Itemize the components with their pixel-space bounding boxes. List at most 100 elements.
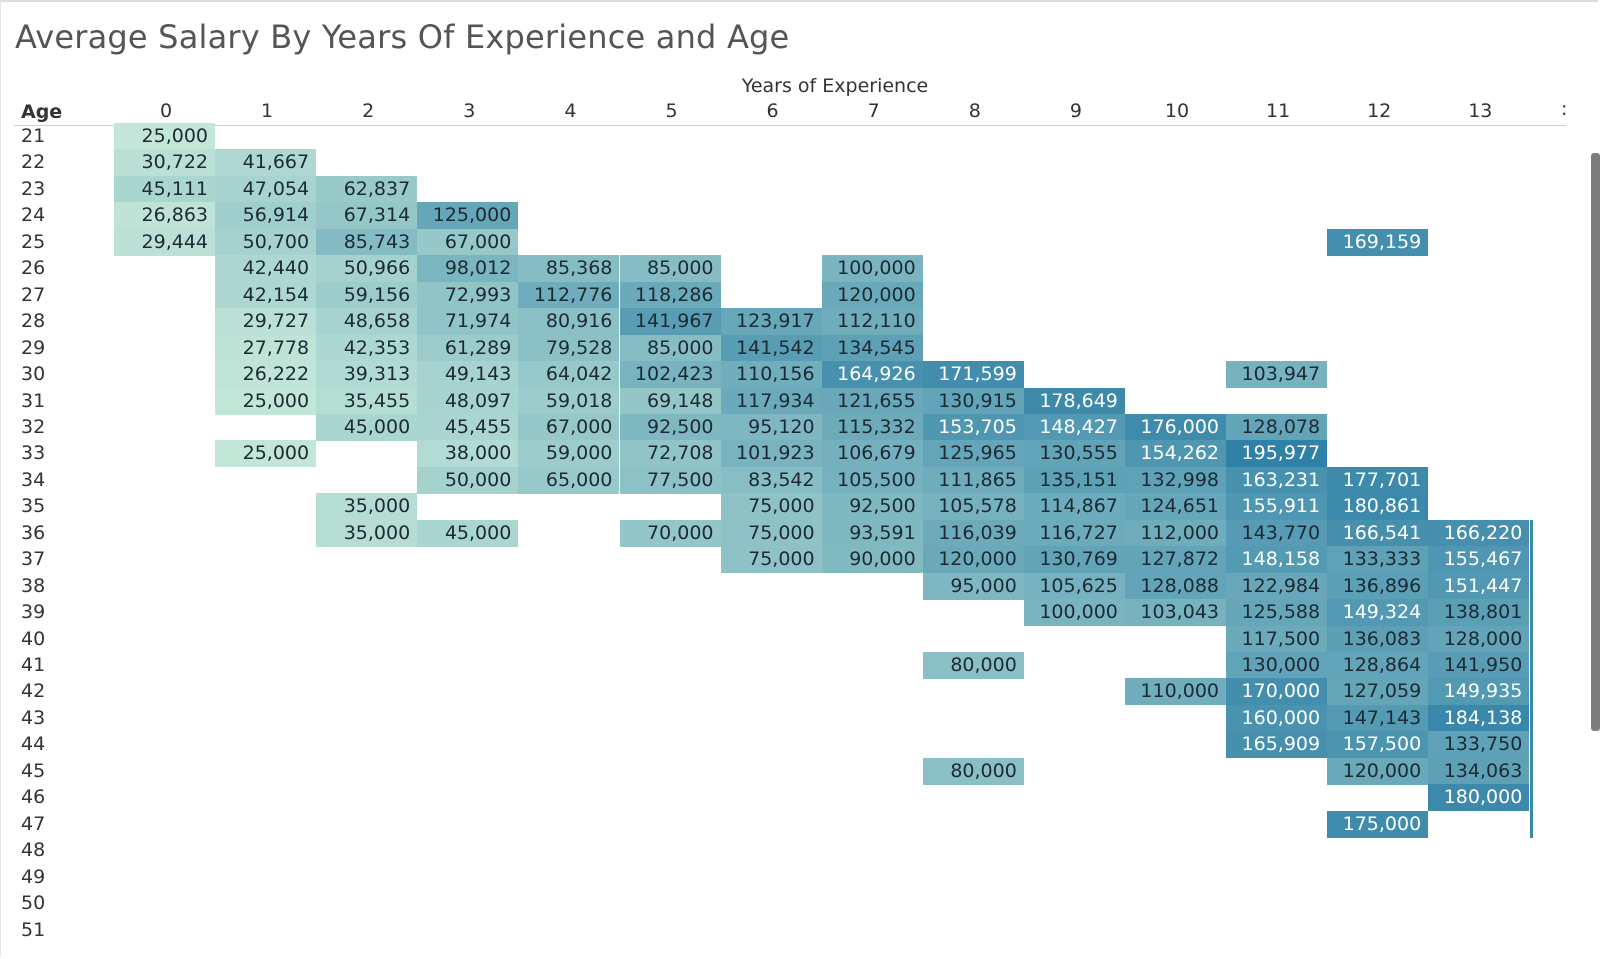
heatmap-cell[interactable]: 148,158 xyxy=(1226,546,1328,574)
heatmap-cell[interactable]: 154,262 xyxy=(1125,440,1226,468)
heatmap-cell[interactable]: 164,926 xyxy=(821,361,923,389)
heatmap-cell[interactable]: 177,701 xyxy=(1327,466,1429,494)
heatmap-cell[interactable]: 85,743 xyxy=(316,228,418,256)
heatmap-cell[interactable]: 95,120 xyxy=(720,413,822,441)
heatmap-cell[interactable]: 93,591 xyxy=(821,519,923,547)
heatmap-cell[interactable]: 80,000 xyxy=(922,757,1024,785)
heatmap-cell[interactable]: 48,658 xyxy=(316,308,418,336)
heatmap-cell[interactable]: 64,042 xyxy=(518,361,620,389)
heatmap-cell[interactable]: 26,222 xyxy=(215,361,317,389)
heatmap-cell[interactable]: 143,770 xyxy=(1226,519,1328,547)
heatmap-cell[interactable]: 50,966 xyxy=(316,255,418,283)
heatmap-cell[interactable]: 118,286 xyxy=(619,281,721,309)
heatmap-cell[interactable]: 42,154 xyxy=(215,281,317,309)
heatmap-cell[interactable]: 128,088 xyxy=(1125,572,1226,600)
heatmap-cell[interactable]: 175,000 xyxy=(1327,810,1429,838)
heatmap-cell[interactable]: 59,000 xyxy=(518,440,620,468)
heatmap-cell[interactable]: 85,368 xyxy=(518,255,620,283)
heatmap-cell[interactable]: 77,500 xyxy=(619,466,721,494)
heatmap-cell[interactable]: 166,220 xyxy=(1428,519,1530,547)
heatmap-cell[interactable]: 45,455 xyxy=(417,413,519,441)
heatmap-cell[interactable]: 75,000 xyxy=(720,493,822,521)
heatmap-cell[interactable]: 166,541 xyxy=(1327,519,1429,547)
heatmap-cell[interactable]: 71,974 xyxy=(417,308,519,336)
heatmap-cell[interactable]: 117,500 xyxy=(1226,625,1328,653)
heatmap-cell[interactable]: 141,967 xyxy=(619,308,721,336)
heatmap-cell[interactable]: 103,947 xyxy=(1226,361,1328,389)
heatmap-cell[interactable]: 110,000 xyxy=(1125,678,1226,706)
heatmap-cell[interactable]: 67,314 xyxy=(316,202,418,230)
heatmap-cell[interactable]: 136,896 xyxy=(1327,572,1429,600)
heatmap-cell[interactable]: 59,018 xyxy=(518,387,620,415)
heatmap-cell[interactable]: 130,915 xyxy=(922,387,1024,415)
heatmap-cell[interactable]: 75,000 xyxy=(720,519,822,547)
heatmap-cell[interactable]: 72,993 xyxy=(417,281,519,309)
heatmap-cell[interactable]: 48,097 xyxy=(417,387,519,415)
heatmap-cell[interactable]: 178,649 xyxy=(1023,387,1125,415)
heatmap-cell[interactable]: 29,444 xyxy=(114,228,215,256)
heatmap-cell[interactable]: 85,000 xyxy=(619,255,721,283)
heatmap-cell[interactable]: 39,313 xyxy=(316,361,418,389)
heatmap-cell[interactable]: 111,865 xyxy=(922,466,1024,494)
heatmap-cell[interactable]: 67,000 xyxy=(417,228,519,256)
heatmap-cell[interactable]: 95,000 xyxy=(922,572,1024,600)
heatmap-cell[interactable]: 125,000 xyxy=(417,202,519,230)
heatmap-cell[interactable]: 149,324 xyxy=(1327,599,1429,627)
heatmap-cell[interactable]: 128,864 xyxy=(1327,652,1429,679)
heatmap-cell[interactable]: 45,111 xyxy=(114,175,215,203)
heatmap-cell[interactable]: 29,727 xyxy=(215,308,317,336)
heatmap-cell[interactable]: 123,917 xyxy=(720,308,822,336)
heatmap-cell[interactable]: 171,599 xyxy=(922,361,1024,389)
heatmap-cell[interactable]: 155,467 xyxy=(1428,546,1530,574)
heatmap-cell[interactable]: 80,916 xyxy=(518,308,620,336)
heatmap-cell[interactable]: 122,984 xyxy=(1226,572,1328,600)
heatmap-cell[interactable]: 184,138 xyxy=(1428,704,1530,732)
heatmap-cell[interactable]: 25,000 xyxy=(215,387,317,415)
heatmap-cell[interactable]: 121,655 xyxy=(821,387,923,415)
heatmap-cell[interactable]: 59,156 xyxy=(316,281,418,309)
heatmap-cell[interactable]: 120,000 xyxy=(1327,757,1429,785)
heatmap-cell[interactable]: 160,000 xyxy=(1226,704,1328,732)
heatmap-cell[interactable]: 130,769 xyxy=(1023,546,1125,574)
heatmap-cell[interactable]: 27,778 xyxy=(215,334,317,362)
heatmap-cell[interactable]: 45,000 xyxy=(417,519,519,547)
heatmap-cell[interactable]: 35,000 xyxy=(316,493,418,521)
heatmap-cell[interactable]: 98,012 xyxy=(417,255,519,283)
heatmap-cell[interactable]: 155,911 xyxy=(1226,493,1328,521)
heatmap-cell[interactable]: 72,708 xyxy=(619,440,721,468)
heatmap-cell[interactable]: 128,000 xyxy=(1428,625,1530,653)
heatmap-cell[interactable]: 133,333 xyxy=(1327,546,1429,574)
heatmap-cell[interactable]: 165,909 xyxy=(1226,731,1328,759)
scrollbar-thumb[interactable] xyxy=(1591,153,1600,731)
heatmap-cell[interactable]: 103,043 xyxy=(1125,599,1226,627)
heatmap-cell[interactable]: 100,000 xyxy=(1023,599,1125,627)
heatmap-cell[interactable]: 50,000 xyxy=(417,466,519,494)
heatmap-cell[interactable]: 127,872 xyxy=(1125,546,1226,574)
heatmap-cell[interactable]: 147,143 xyxy=(1327,704,1429,732)
heatmap-cell[interactable]: 138,801 xyxy=(1428,599,1530,627)
heatmap-cell[interactable]: 41,667 xyxy=(215,149,317,177)
heatmap-cell[interactable]: 105,625 xyxy=(1023,572,1125,600)
heatmap-cell[interactable]: 90,000 xyxy=(821,546,923,574)
heatmap-cell[interactable]: 30,722 xyxy=(114,149,215,177)
heatmap-cell[interactable]: 153,705 xyxy=(922,413,1024,441)
heatmap-cell[interactable]: 130,000 xyxy=(1226,652,1328,679)
heatmap-cell[interactable]: 128,078 xyxy=(1226,413,1328,441)
heatmap-cell[interactable]: 125,588 xyxy=(1226,599,1328,627)
heatmap-cell[interactable]: 151,447 xyxy=(1428,572,1530,600)
heatmap-cell[interactable]: 38,000 xyxy=(417,440,519,468)
heatmap-cell[interactable]: 117,934 xyxy=(720,387,822,415)
heatmap-cell[interactable]: 105,578 xyxy=(922,493,1024,521)
heatmap-cell[interactable]: 115,332 xyxy=(821,413,923,441)
heatmap-cell[interactable]: 35,455 xyxy=(316,387,418,415)
heatmap-cell[interactable]: 124,651 xyxy=(1125,493,1226,521)
heatmap-cell[interactable]: 56,914 xyxy=(215,202,317,230)
heatmap-cell[interactable]: 75,000 xyxy=(720,546,822,574)
heatmap-cell[interactable]: 100,000 xyxy=(821,255,923,283)
heatmap-cell[interactable]: 42,353 xyxy=(316,334,418,362)
heatmap-cell[interactable]: 116,039 xyxy=(922,519,1024,547)
heatmap-cell[interactable]: 50,700 xyxy=(215,228,317,256)
heatmap-cell[interactable]: 35,000 xyxy=(316,519,418,547)
heatmap-cell[interactable]: 49,143 xyxy=(417,361,519,389)
heatmap-cell[interactable]: 180,000 xyxy=(1428,784,1530,812)
